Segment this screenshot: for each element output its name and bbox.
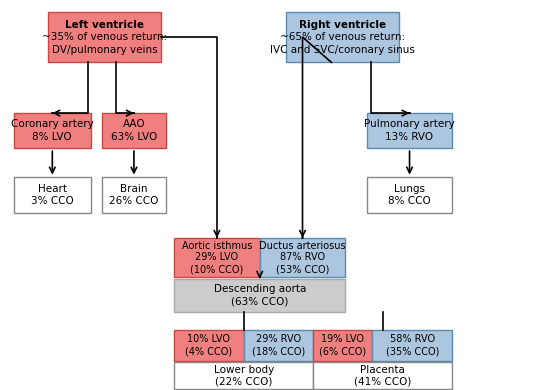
Text: (41% CCO): (41% CCO) <box>354 376 412 386</box>
Text: 8% CCO: 8% CCO <box>388 196 431 206</box>
Text: 87% RVO: 87% RVO <box>280 252 325 262</box>
Text: (6% CCO): (6% CCO) <box>319 346 366 356</box>
Text: 26% CCO: 26% CCO <box>109 196 159 206</box>
FancyBboxPatch shape <box>174 238 260 277</box>
Text: Descending aorta: Descending aorta <box>214 284 306 294</box>
Text: (53% CCO): (53% CCO) <box>276 264 329 274</box>
Text: (4% CCO): (4% CCO) <box>185 346 232 356</box>
FancyBboxPatch shape <box>48 12 161 62</box>
Text: Lower body: Lower body <box>214 365 274 375</box>
Text: Placenta: Placenta <box>360 365 405 375</box>
Text: 29% RVO: 29% RVO <box>256 334 301 344</box>
FancyBboxPatch shape <box>286 12 399 62</box>
FancyBboxPatch shape <box>174 330 244 361</box>
Text: 3% CCO: 3% CCO <box>31 196 74 206</box>
Text: IVC and SVC/coronary sinus: IVC and SVC/coronary sinus <box>270 44 415 55</box>
Text: Lungs: Lungs <box>394 184 425 194</box>
FancyBboxPatch shape <box>102 113 166 148</box>
Text: 63% LVO: 63% LVO <box>111 132 157 142</box>
FancyBboxPatch shape <box>174 279 345 312</box>
FancyBboxPatch shape <box>244 330 313 361</box>
FancyBboxPatch shape <box>372 330 452 361</box>
Text: (35% CCO): (35% CCO) <box>386 346 439 356</box>
Text: Pulmonary artery: Pulmonary artery <box>364 119 455 129</box>
FancyBboxPatch shape <box>367 177 452 213</box>
Text: 10% LVO: 10% LVO <box>187 334 230 344</box>
Text: 19% LVO: 19% LVO <box>321 334 364 344</box>
Text: Ductus arteriosus: Ductus arteriosus <box>259 241 346 251</box>
Text: AAO: AAO <box>123 119 145 129</box>
Text: 8% LVO: 8% LVO <box>32 132 72 142</box>
Text: ~65% of venous return:: ~65% of venous return: <box>280 32 405 42</box>
FancyBboxPatch shape <box>102 177 166 213</box>
Text: (22% CCO): (22% CCO) <box>215 376 272 386</box>
Text: ~35% of venous return:: ~35% of venous return: <box>42 32 167 42</box>
Text: (10% CCO): (10% CCO) <box>190 264 244 274</box>
Text: Left ventricle: Left ventricle <box>65 20 144 30</box>
FancyBboxPatch shape <box>260 238 345 277</box>
Text: 29% LVO: 29% LVO <box>195 252 238 262</box>
Text: Aortic isthmus: Aortic isthmus <box>182 241 252 251</box>
Text: Brain: Brain <box>120 184 147 194</box>
Text: Heart: Heart <box>38 184 67 194</box>
FancyBboxPatch shape <box>367 113 452 148</box>
FancyBboxPatch shape <box>13 113 91 148</box>
Text: 58% RVO: 58% RVO <box>390 334 435 344</box>
Text: 13% RVO: 13% RVO <box>386 132 434 142</box>
Text: Coronary artery: Coronary artery <box>11 119 94 129</box>
Text: (63% CCO): (63% CCO) <box>231 297 288 307</box>
Text: Right ventricle: Right ventricle <box>299 20 386 30</box>
FancyBboxPatch shape <box>174 362 313 389</box>
Text: DV/pulmonary veins: DV/pulmonary veins <box>52 44 157 55</box>
FancyBboxPatch shape <box>13 177 91 213</box>
Text: (18% CCO): (18% CCO) <box>252 346 305 356</box>
FancyBboxPatch shape <box>313 330 372 361</box>
FancyBboxPatch shape <box>313 362 452 389</box>
